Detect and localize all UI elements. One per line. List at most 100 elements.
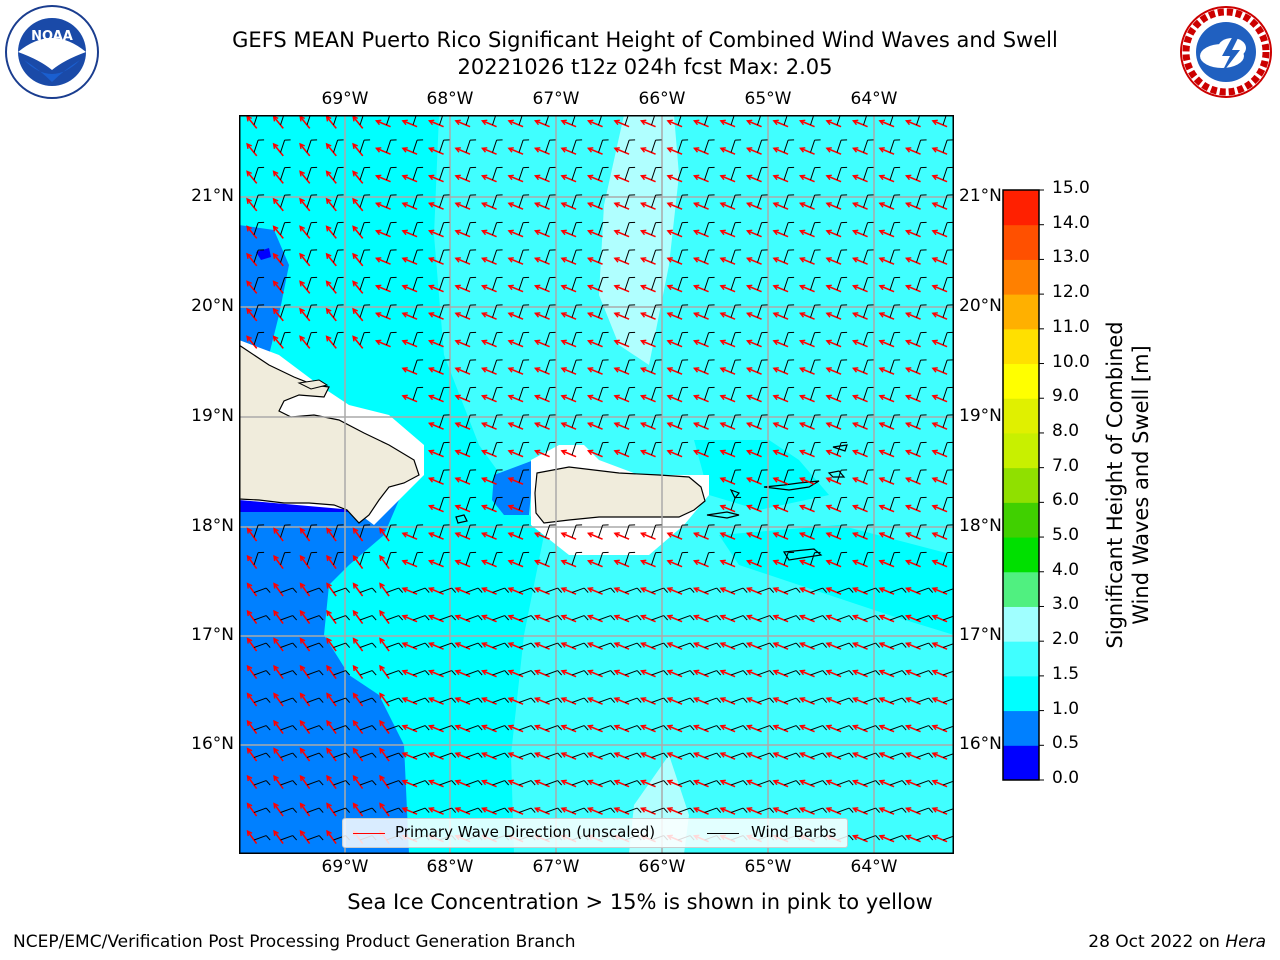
wave-direction-arrow [747, 780, 762, 788]
wave-direction-arrow [826, 422, 842, 430]
wave-arrow-head [326, 554, 332, 562]
wave-direction-arrow [482, 175, 497, 183]
wave-direction-arrow [561, 752, 577, 760]
wind-barb [942, 552, 948, 566]
wave-direction-arrow [535, 257, 550, 265]
wind-barb-feather [504, 752, 510, 758]
wind-barb-feather [742, 752, 748, 758]
wave-direction-arrow [747, 395, 762, 403]
wave-arrow-head [272, 335, 279, 342]
wave-direction-arrow [747, 587, 762, 595]
wave-direction-arrow [508, 615, 524, 623]
wave-arrow-head [825, 257, 832, 263]
wind-barb [253, 642, 267, 648]
wind-barb [465, 140, 471, 153]
wave-direction-arrow [826, 587, 842, 595]
colorbar-segment [1003, 398, 1039, 434]
wind-barb-feather [795, 780, 801, 786]
wave-direction-arrow [535, 285, 550, 293]
wave-direction-arrow [667, 697, 683, 705]
wind-barb [359, 305, 365, 318]
wave-direction-arrow [773, 725, 789, 733]
wave-arrow-head [851, 394, 859, 401]
wave-arrow-head [352, 747, 359, 754]
wave-direction-arrow [800, 395, 815, 403]
wind-barb [836, 725, 850, 731]
wave-arrow-head [352, 197, 358, 204]
wind-barb [704, 167, 710, 181]
wind-barb-feather [716, 780, 722, 786]
wind-barb-feather [557, 670, 563, 676]
wave-arrow-head [692, 532, 700, 538]
colorbar-segment [1003, 294, 1039, 330]
wave-arrow-head [427, 697, 435, 703]
wave-arrow-head [246, 582, 253, 589]
wave-direction-arrow [429, 587, 444, 595]
wave-direction-arrow [588, 697, 603, 705]
wave-arrow-head [586, 202, 594, 208]
wave-arrow-head [401, 202, 408, 208]
wave-direction-arrow [535, 202, 550, 210]
wave-arrow-head [613, 312, 620, 318]
wind-barb [492, 725, 505, 731]
wind-barb [439, 752, 452, 758]
wave-arrow-head [851, 312, 859, 318]
wave-direction-arrow [614, 202, 630, 210]
wave-direction-arrow [932, 120, 948, 128]
wind-barb [704, 442, 710, 456]
wind-barb [889, 552, 895, 566]
wave-direction-arrow [508, 312, 524, 320]
wave-arrow-head [692, 202, 700, 208]
wind-barb [465, 250, 471, 263]
wind-barb [571, 525, 577, 538]
wave-direction-arrow [352, 748, 364, 762]
wind-barb-feather [716, 642, 722, 648]
wave-arrow-head [454, 312, 461, 318]
wave-arrow-head [299, 307, 305, 314]
wave-arrow-head [878, 724, 885, 731]
colorbar-segment [1003, 467, 1039, 503]
wind-barb [492, 222, 498, 236]
wind-barb-feather [345, 752, 351, 758]
wind-barb-feather [504, 780, 510, 786]
wind-barb [704, 195, 710, 208]
wave-arrow-head [878, 174, 885, 181]
wave-direction-arrow [273, 555, 284, 570]
wave-direction-arrow [376, 120, 391, 128]
lat-label: 16°N [191, 734, 234, 754]
wave-arrow-head [352, 280, 358, 287]
wave-arrow-head [639, 394, 647, 401]
wave-arrow-head [401, 559, 408, 566]
wave-arrow-head [639, 257, 647, 263]
wave-direction-arrow [326, 555, 337, 570]
wave-direction-arrow [588, 615, 603, 623]
wave-direction-arrow [747, 450, 762, 458]
wind-barb-feather [610, 670, 616, 676]
wind-barb [651, 415, 657, 428]
wave-direction-arrow [641, 340, 656, 348]
wave-direction-arrow [667, 147, 683, 155]
wind-barb [306, 807, 320, 813]
wave-direction-arrow [720, 422, 736, 430]
wave-direction-arrow [720, 202, 736, 210]
wave-direction-arrow [246, 583, 258, 597]
wave-direction-arrow [853, 615, 868, 623]
wave-direction-arrow [720, 450, 736, 458]
wind-barb-feather [663, 725, 669, 731]
wind-barb [863, 497, 869, 511]
wave-direction-arrow [800, 560, 815, 568]
wind-barb [863, 642, 876, 648]
wind-barb-feather [451, 587, 457, 593]
wave-arrow-head [586, 449, 594, 456]
wave-direction-arrow [747, 807, 762, 815]
wave-direction-arrow [614, 560, 630, 568]
wind-barb [863, 752, 876, 758]
colorbar-tick-label: 5.0 [1052, 525, 1080, 546]
wind-barb [942, 525, 948, 538]
wind-barb-feather [265, 642, 271, 648]
wave-arrow-head [454, 394, 461, 401]
lon-label: 65°W [744, 89, 792, 109]
wave-direction-arrow [326, 693, 337, 707]
wind-barb [677, 807, 691, 813]
wave-direction-arrow [800, 340, 815, 348]
